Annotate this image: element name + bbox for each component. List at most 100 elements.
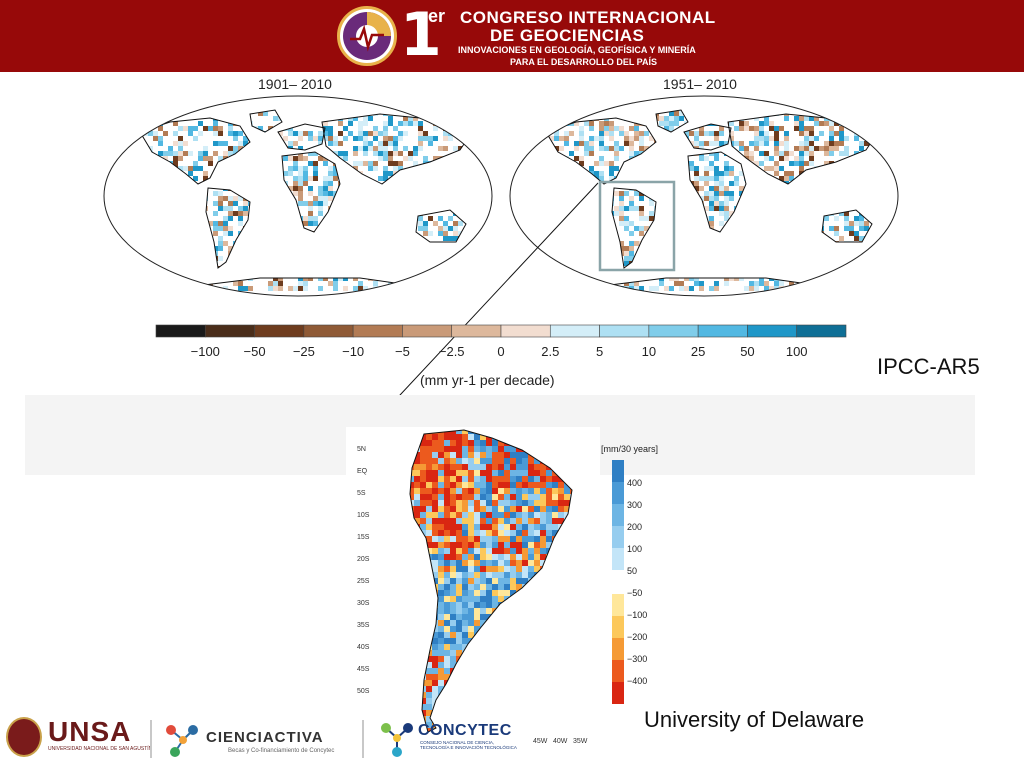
sa-precip-cell <box>552 548 558 554</box>
sa-precip-cell <box>564 596 570 602</box>
sa-precip-cell <box>474 668 480 674</box>
sa-precip-cell <box>468 674 474 680</box>
trend-cell <box>764 131 769 136</box>
sa-precip-cell <box>432 686 438 692</box>
trend-cell <box>754 281 759 286</box>
trend-cell <box>173 121 178 126</box>
sa-precip-cell <box>402 668 408 674</box>
trend-cell <box>303 216 308 221</box>
trend-cell <box>724 166 729 171</box>
sa-precip-cell <box>558 722 564 728</box>
sa-precip-cell <box>522 500 528 506</box>
trend-cell <box>418 136 423 141</box>
sa-precip-cell <box>516 728 522 732</box>
sa-precip-cell <box>528 500 534 506</box>
sa-precip-cell <box>504 698 510 704</box>
sa-precip-cell <box>504 500 510 506</box>
trend-cell <box>443 146 448 151</box>
sa-precip-cell <box>426 470 432 476</box>
sa-precip-cell <box>498 650 504 656</box>
sa-precip-cell <box>540 614 546 620</box>
trend-cell <box>373 166 378 171</box>
sa-precip-cell <box>498 554 504 560</box>
sa-precip-cell <box>456 430 462 434</box>
trend-cell <box>784 141 789 146</box>
trend-cell <box>343 156 348 161</box>
sa-precip-cell <box>426 680 432 686</box>
sa-precip-cell <box>468 686 474 692</box>
trend-cell <box>609 171 614 176</box>
trend-cell <box>844 216 849 221</box>
sa-precip-cell <box>528 650 534 656</box>
sa-precip-cell <box>564 440 570 446</box>
trend-cell <box>293 166 298 171</box>
trend-cell <box>453 236 458 241</box>
trend-cell <box>579 131 584 136</box>
concytec-logo-subtitle: CONSEJO NACIONAL DE CIENCIA, TECNOLOGÍA … <box>420 740 517 750</box>
trend-cell <box>639 226 644 231</box>
sa-precip-cell <box>462 710 468 716</box>
trend-cell <box>318 131 323 136</box>
sa-precip-cell <box>528 614 534 620</box>
sa-precip-cell <box>462 470 468 476</box>
trend-cell <box>634 151 639 156</box>
trend-cell <box>729 191 734 196</box>
trend-cell <box>819 121 824 126</box>
sa-precip-cell <box>450 482 456 488</box>
sa-precip-cell <box>492 578 498 584</box>
trend-cell <box>794 116 799 121</box>
sa-precip-cell <box>444 626 450 632</box>
sa-precip-cell <box>456 572 462 578</box>
trend-cell <box>854 216 859 221</box>
sa-precip-cell <box>504 674 510 680</box>
trend-cell <box>423 231 428 236</box>
trend-cell <box>749 141 754 146</box>
sa-precip-cell <box>534 506 540 512</box>
trend-cell <box>293 176 298 181</box>
trend-cell <box>333 286 338 291</box>
trend-cell <box>228 231 233 236</box>
sa-precip-cell <box>414 608 420 614</box>
trend-cell <box>303 181 308 186</box>
trend-cell <box>799 166 804 171</box>
trend-cell <box>298 146 303 151</box>
trend-cell <box>163 156 168 161</box>
sa-precip-cell <box>444 560 450 566</box>
sa-precip-cell <box>474 572 480 578</box>
trend-cell <box>764 116 769 121</box>
sa-precip-cell <box>522 608 528 614</box>
sa-precip-cell <box>414 542 420 548</box>
sa-precip-cell <box>534 494 540 500</box>
sa-precip-cell <box>450 452 456 458</box>
sa-precip-cell <box>426 488 432 494</box>
sa-precip-cell <box>414 506 420 512</box>
trend-cell <box>323 161 328 166</box>
trend-cell <box>443 221 448 226</box>
sa-precip-cell <box>462 500 468 506</box>
sa-precip-cell <box>492 560 498 566</box>
sa-precip-cell <box>516 590 522 596</box>
trend-cell <box>318 136 323 141</box>
trend-cell <box>739 141 744 146</box>
sa-precip-cell <box>558 572 564 578</box>
trend-cell <box>218 206 223 211</box>
trend-cell <box>589 151 594 156</box>
sa-precip-cell <box>570 596 572 602</box>
sa-precip-cell <box>414 500 420 506</box>
sa-precip-cell <box>570 608 572 614</box>
sa-precip-cell <box>438 656 444 662</box>
sa-precip-cell <box>474 566 480 572</box>
sa-precip-cell <box>522 476 528 482</box>
sa-precip-cell <box>420 704 426 710</box>
trend-cell <box>228 131 233 136</box>
sa-precip-cell <box>534 554 540 560</box>
sa-precip-cell <box>564 500 570 506</box>
sa-precip-cell <box>522 656 528 662</box>
sa-precip-cell <box>438 470 444 476</box>
trend-cell <box>423 136 428 141</box>
sa-precip-cell <box>438 548 444 554</box>
trend-cell <box>689 161 694 166</box>
trend-cell <box>273 281 278 286</box>
sa-precip-cell <box>498 530 504 536</box>
trend-cell <box>584 146 589 151</box>
